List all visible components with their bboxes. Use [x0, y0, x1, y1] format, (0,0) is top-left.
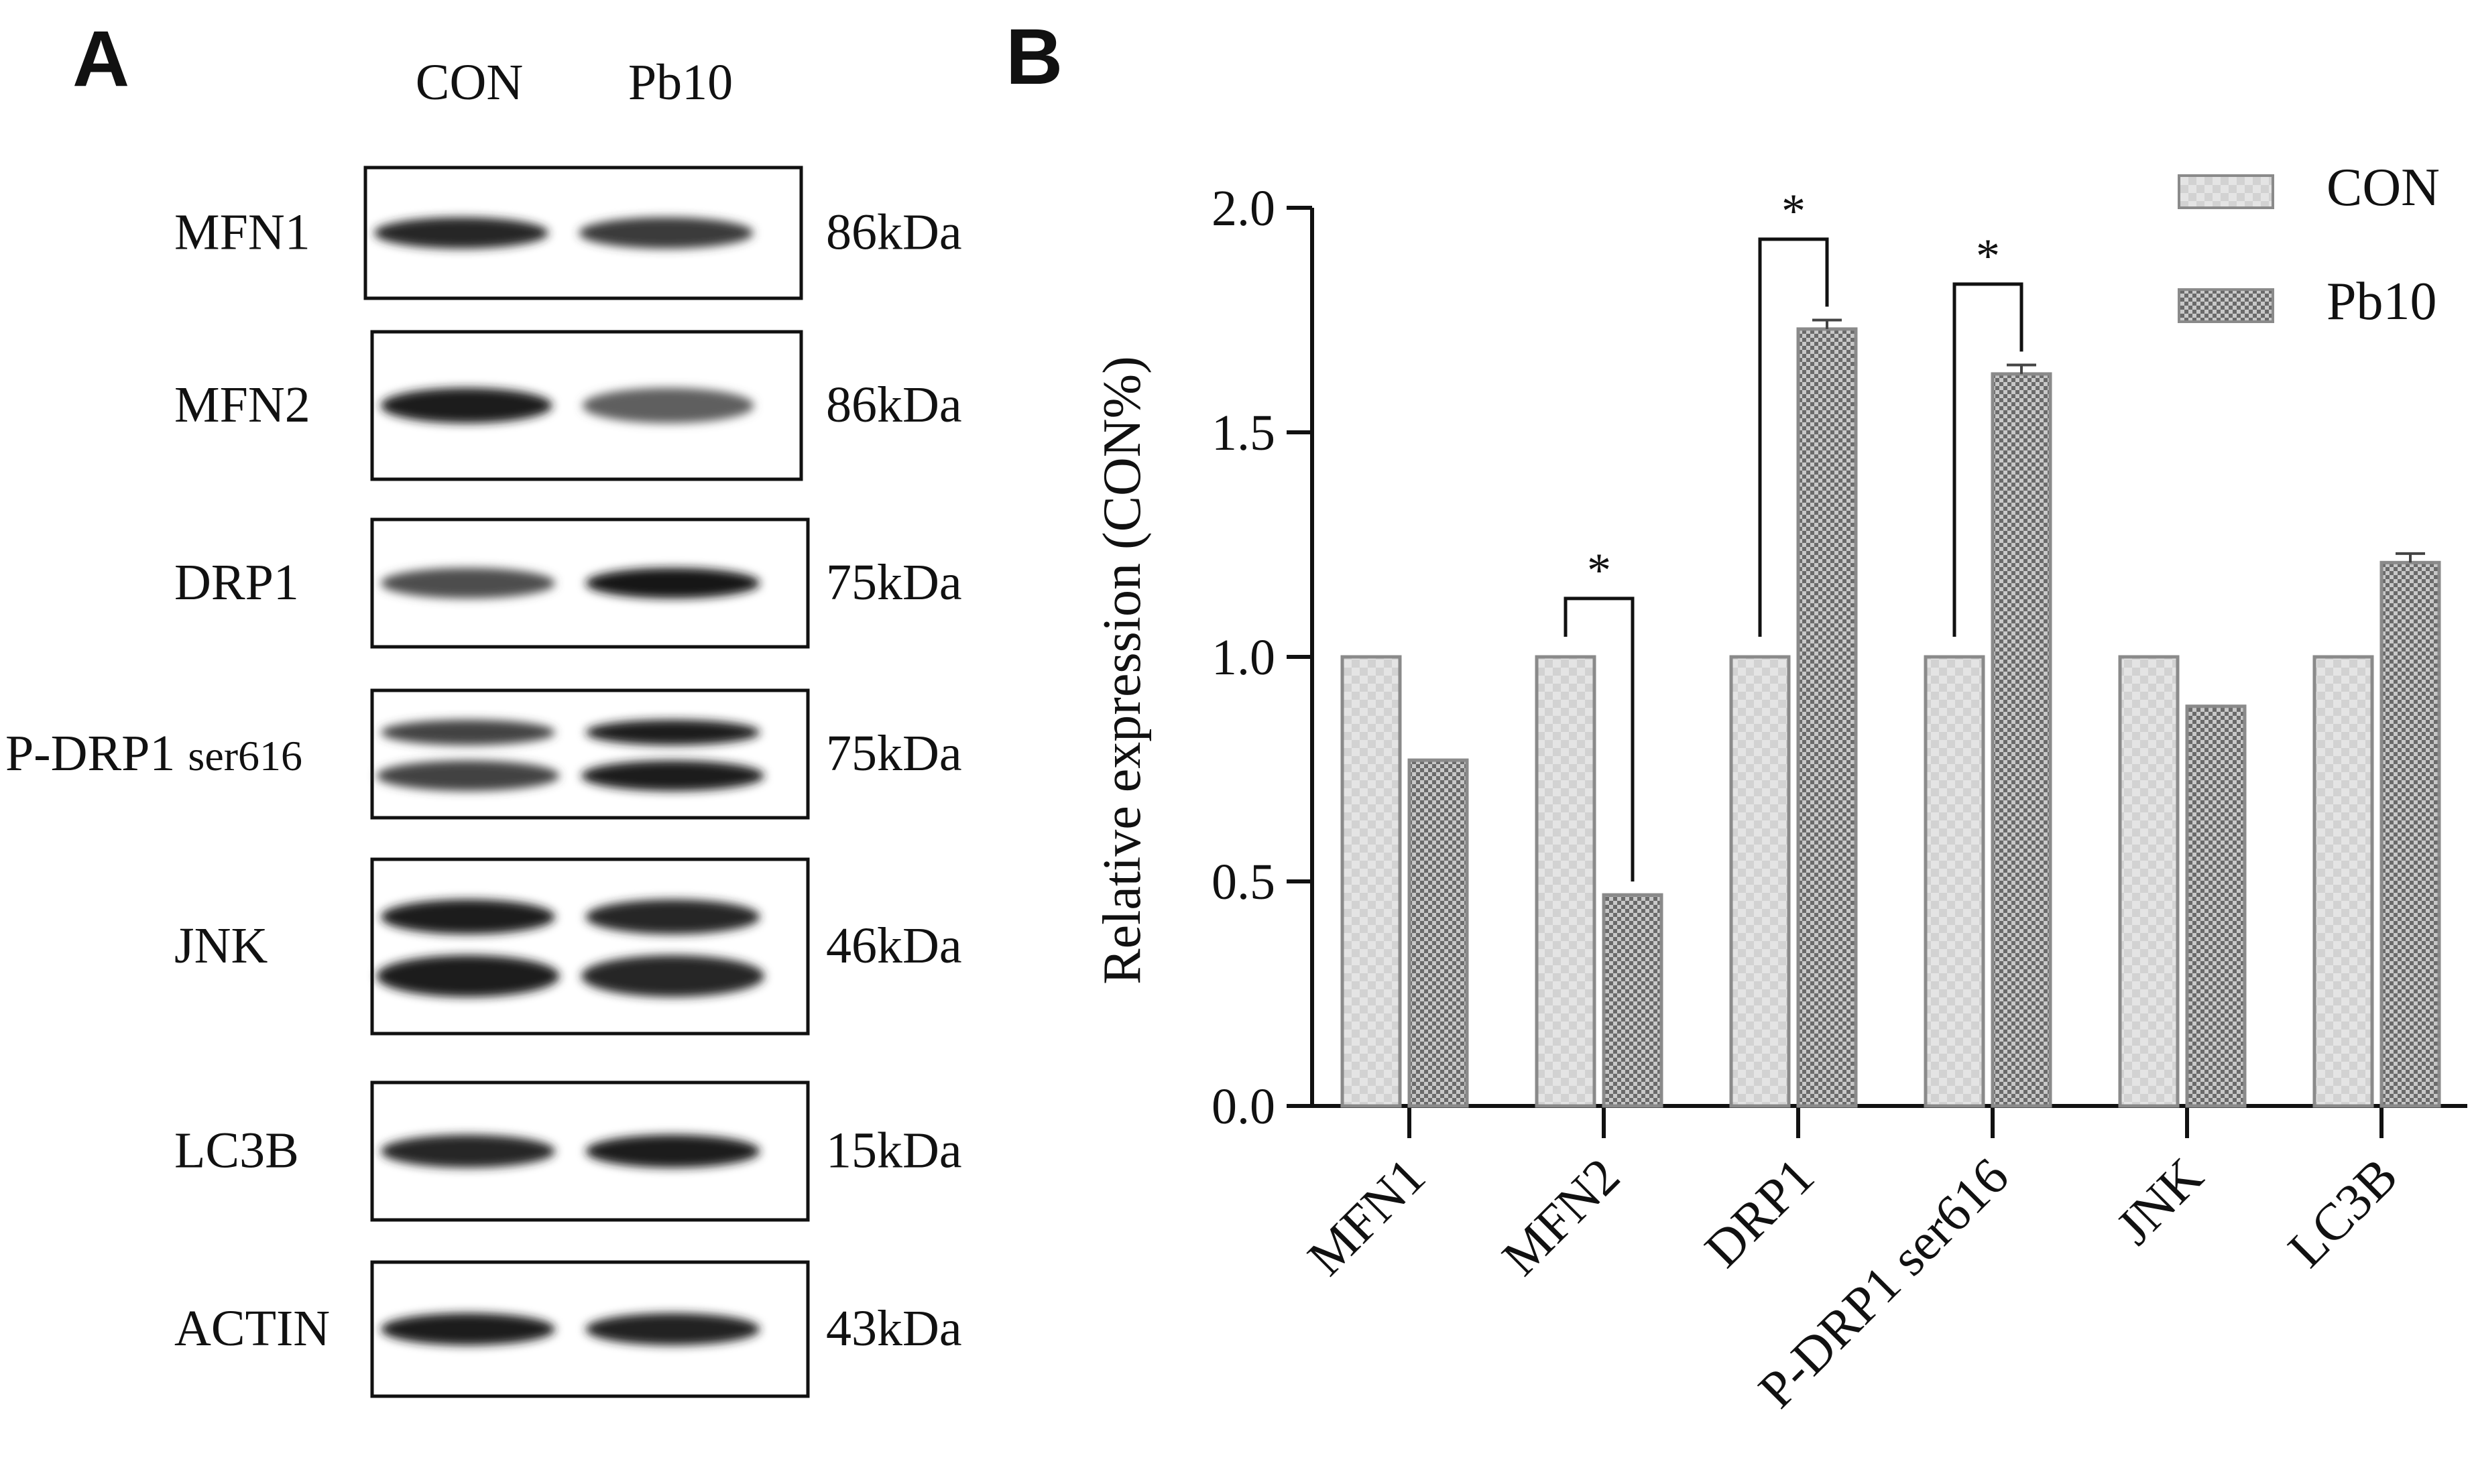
- x-tick-label: DRP1: [1694, 1147, 1825, 1278]
- blot-protein-label: MFN1: [174, 204, 310, 261]
- blot-mfn2: MFN2 86kDa: [174, 330, 962, 481]
- bar-con-p-drp1-ser616: [1924, 655, 1985, 1108]
- band: [585, 1313, 760, 1345]
- blot-kda-label: 43kDa: [826, 1300, 962, 1357]
- bar-con-drp1: [1729, 655, 1791, 1108]
- lane-label-con: CON: [416, 54, 523, 111]
- y-tick-label: 1.5: [1212, 405, 1275, 461]
- bar-pb10-mfn2: [1602, 893, 1663, 1108]
- blot-kda-label: 75kDa: [826, 554, 962, 611]
- band: [381, 1134, 555, 1168]
- blot-jnk: JNK 46kDa: [174, 857, 962, 1036]
- blot-kda-label: 15kDa: [826, 1123, 962, 1179]
- significance-star: *: [1781, 184, 1806, 238]
- x-tick-label: MFN1: [1296, 1147, 1436, 1287]
- y-tick-label: 1.0: [1212, 629, 1275, 686]
- panel-b-bar-chart: B Relative expression (CON%) 0.0 0.5 1.0 1.…: [1006, 13, 2467, 1419]
- blot-frame: [370, 857, 810, 1036]
- bar-pb10-jnk: [2185, 704, 2247, 1108]
- bar-con-mfn2: [1535, 655, 1596, 1108]
- blot-drp1: DRP1 75kDa: [174, 517, 962, 649]
- band: [585, 1134, 760, 1168]
- blot-protein-label: ACTIN: [174, 1300, 330, 1357]
- bar-con-lc3b: [2312, 655, 2374, 1108]
- blot-kda-label: 86kDa: [826, 377, 962, 433]
- band-lower: [376, 760, 560, 792]
- y-tick-label: 0.0: [1212, 1078, 1275, 1135]
- blot-protein-label: MFN2: [174, 377, 310, 433]
- panel-a-label: A: [72, 15, 129, 103]
- blot-frame: [370, 688, 810, 820]
- significance-bracket: [1952, 282, 2023, 637]
- band: [374, 217, 548, 249]
- band: [585, 568, 760, 599]
- significance-star: *: [1587, 544, 1611, 597]
- blot-kda-label: 46kDa: [826, 918, 962, 974]
- bar-pb10-lc3b: [2379, 560, 2441, 1108]
- blot-kda-label: 86kDa: [826, 204, 962, 261]
- legend-label-pb10: Pb10: [2327, 272, 2437, 331]
- blot-kda-label: 75kDa: [826, 725, 962, 782]
- y-axis-label: Relative expression (CON%): [1093, 356, 1152, 985]
- band-upper: [381, 719, 555, 745]
- x-tick-label: MFN2: [1490, 1147, 1631, 1287]
- blot-mfn1: MFN1 86kDa: [174, 166, 962, 300]
- blot-protein-label: P-DRP1 ser616: [5, 725, 302, 782]
- band: [381, 568, 555, 599]
- bar-con-jnk: [2118, 655, 2180, 1108]
- band-lower: [376, 955, 560, 997]
- panel-b-label: B: [1006, 13, 1063, 101]
- blot-protein-label: LC3B: [174, 1123, 299, 1179]
- band: [380, 387, 552, 424]
- blot-p-drp1-ser616: P-DRP1 ser616 75kDa: [5, 688, 962, 820]
- lane-label-pb10: Pb10: [628, 54, 733, 111]
- significance-bracket: [1758, 237, 1829, 637]
- significance-bracket: [1564, 597, 1635, 882]
- band: [381, 1313, 555, 1345]
- band-upper: [585, 899, 760, 934]
- legend-label-con: CON: [2327, 158, 2440, 217]
- bar-pb10-drp1: [1796, 327, 1858, 1108]
- band-upper: [585, 719, 760, 745]
- bar-pb10-p-drp1-ser616: [1991, 372, 2052, 1108]
- blot-protein-label: DRP1: [174, 554, 299, 611]
- x-tick-label: JNK: [2105, 1147, 2214, 1256]
- band-lower: [581, 760, 764, 792]
- bar-pb10-mfn1: [1407, 758, 1469, 1108]
- bar-con-mfn1: [1340, 655, 1402, 1108]
- y-tick-label: 0.5: [1212, 854, 1275, 910]
- x-tick-label: LC3B: [2277, 1147, 2408, 1278]
- band: [582, 387, 754, 424]
- legend-swatch-pb10: [2178, 288, 2274, 323]
- y-tick-label: 2.0: [1212, 180, 1275, 237]
- blot-actin: ACTIN 43kDa: [174, 1260, 962, 1398]
- blot-lc3b: LC3B 15kDa: [174, 1080, 962, 1222]
- band-upper: [381, 899, 555, 934]
- band-lower: [581, 955, 764, 997]
- blot-protein-label: JNK: [174, 918, 268, 974]
- significance-star: *: [1976, 229, 2000, 283]
- band: [579, 217, 754, 249]
- legend-swatch-con: [2178, 174, 2274, 209]
